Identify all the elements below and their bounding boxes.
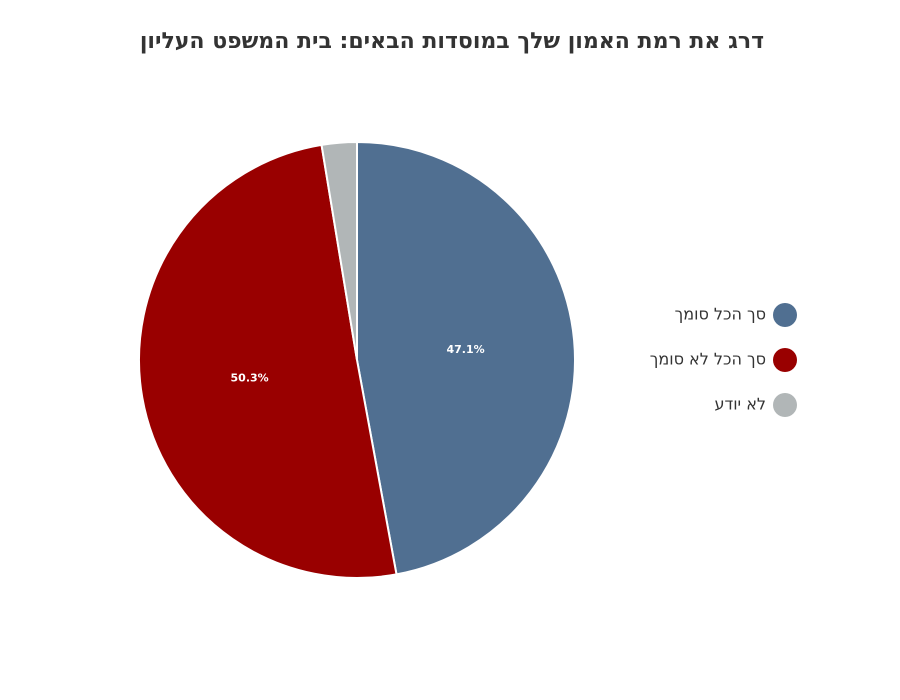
pie-slice xyxy=(356,140,576,576)
pie-slice xyxy=(320,140,358,361)
pie-slice xyxy=(138,143,398,579)
legend-label: סך הכל לא סומך xyxy=(650,350,766,369)
legend-marker xyxy=(773,348,797,372)
legend-marker xyxy=(773,303,797,327)
data-label: 50.3% xyxy=(231,372,269,385)
legend-label: סך הכל סומך xyxy=(675,305,766,324)
chart-title: דרג את רמת האמון שלך במוסדות הבאים: בית … xyxy=(140,29,764,54)
legend-label: לא יודע xyxy=(714,395,766,414)
legend-marker xyxy=(773,393,797,417)
data-label: 47.1% xyxy=(446,343,484,356)
